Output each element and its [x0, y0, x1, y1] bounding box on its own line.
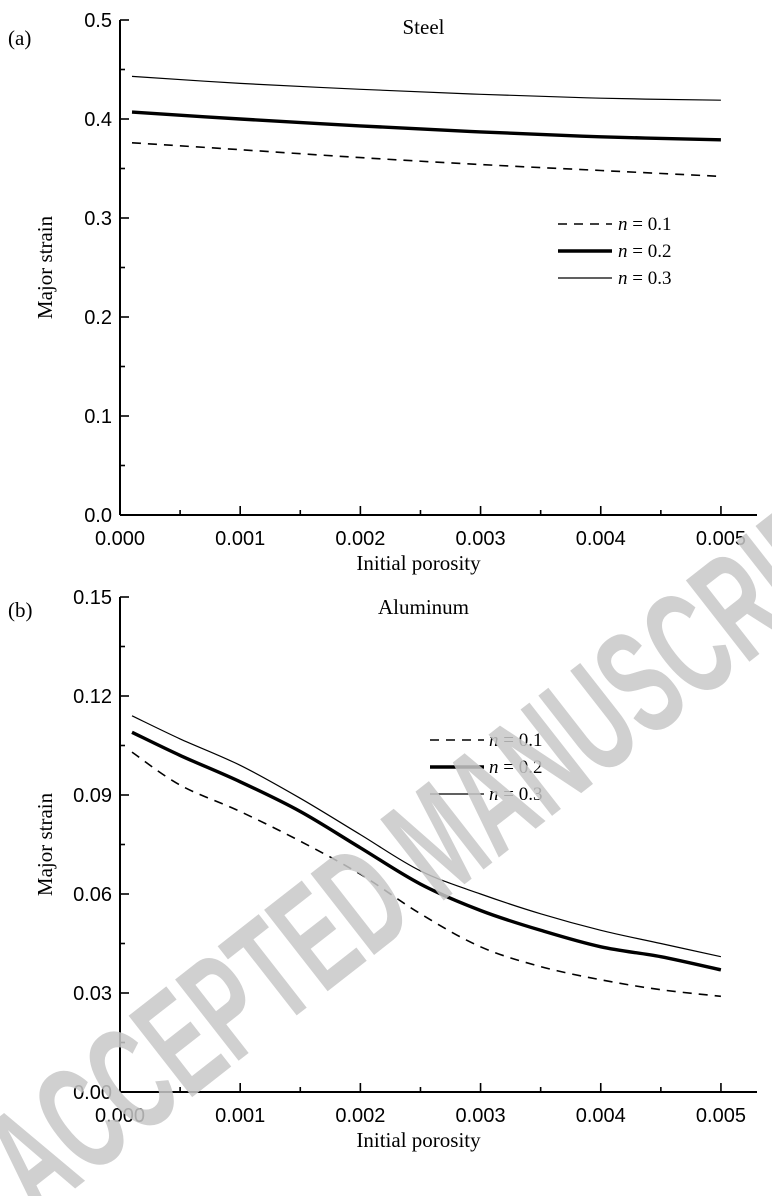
y-tick-label: 0.0: [84, 505, 112, 527]
y-tick-label: 0.00: [73, 1082, 112, 1104]
panel-label: (b): [8, 598, 33, 622]
legend-label-value: = 0.3: [499, 784, 543, 805]
legend-label-value: = 0.3: [628, 268, 672, 289]
chart-panel-a: 0.000 0.001 0.002 0.003 0.004 0.005 0.0 0.1 0.2 0…: [8, 10, 757, 575]
legend-label: n = 0.1: [489, 730, 542, 751]
x-tick-label: 0.003: [456, 1105, 506, 1127]
series-line-dashed: [131, 142, 721, 178]
legend-label: n = 0.2: [489, 757, 542, 778]
series-line-thin: [131, 715, 722, 958]
legend-label-value: = 0.1: [628, 214, 672, 235]
y-tick-label: 0.12: [73, 686, 112, 708]
legend-label-var: n: [489, 784, 499, 805]
series-line-thick: [131, 730, 722, 972]
x-tick-label: 0.001: [215, 528, 265, 550]
legend-label-var: n: [618, 268, 628, 289]
legend-label-value: = 0.1: [499, 730, 543, 751]
x-tick-label: 0.005: [696, 1105, 746, 1127]
legend-label: n = 0.3: [618, 268, 671, 289]
x-tick-label: 0.002: [335, 528, 385, 550]
series-line-dashed: [131, 751, 721, 998]
x-tick-label: 0.004: [576, 528, 626, 550]
x-tick-label: 0.002: [335, 1105, 385, 1127]
series-line-thin: [131, 75, 721, 101]
chart-panel-b: 0.000 0.001 0.002 0.003 0.004 0.005 0.00 0.03 0.…: [8, 587, 757, 1152]
y-tick-label: 0.06: [73, 884, 112, 906]
panel-label: (a): [8, 26, 31, 50]
x-tick-label: 0.000: [95, 528, 145, 550]
legend-label-value: = 0.2: [499, 757, 543, 778]
y-tick-label: 0.2: [84, 307, 112, 329]
y-tick-label: 0.5: [84, 10, 112, 32]
panel-title: Aluminum: [378, 595, 469, 619]
x-axis-title: Initial porosity: [356, 1128, 481, 1152]
x-tick-label: 0.005: [696, 528, 746, 550]
y-tick-label: 0.15: [73, 587, 112, 609]
y-tick-label: 0.1: [84, 406, 112, 428]
y-tick-label: 0.3: [84, 208, 112, 230]
legend-label: n = 0.1: [618, 214, 671, 235]
y-tick-label: 0.03: [73, 983, 112, 1005]
legend-label-var: n: [489, 757, 499, 778]
legend-label-value: = 0.2: [628, 241, 672, 262]
y-axis-title: Major strain: [33, 215, 57, 319]
legend-label: n = 0.2: [618, 241, 671, 262]
legend-label: n = 0.3: [489, 784, 542, 805]
y-axis-title: Major strain: [33, 792, 57, 896]
y-tick-label: 0.09: [73, 785, 112, 807]
legend-label-var: n: [618, 241, 628, 262]
x-axis-title: Initial porosity: [356, 551, 481, 575]
x-tick-label: 0.001: [215, 1105, 265, 1127]
series-line-thick: [131, 110, 721, 142]
x-tick-label: 0.000: [95, 1105, 145, 1127]
x-tick-label: 0.004: [576, 1105, 626, 1127]
legend-label-var: n: [618, 214, 628, 235]
y-tick-label: 0.4: [84, 109, 112, 131]
x-tick-label: 0.003: [456, 528, 506, 550]
legend-label-var: n: [489, 730, 499, 751]
panel-title: Steel: [403, 15, 445, 39]
